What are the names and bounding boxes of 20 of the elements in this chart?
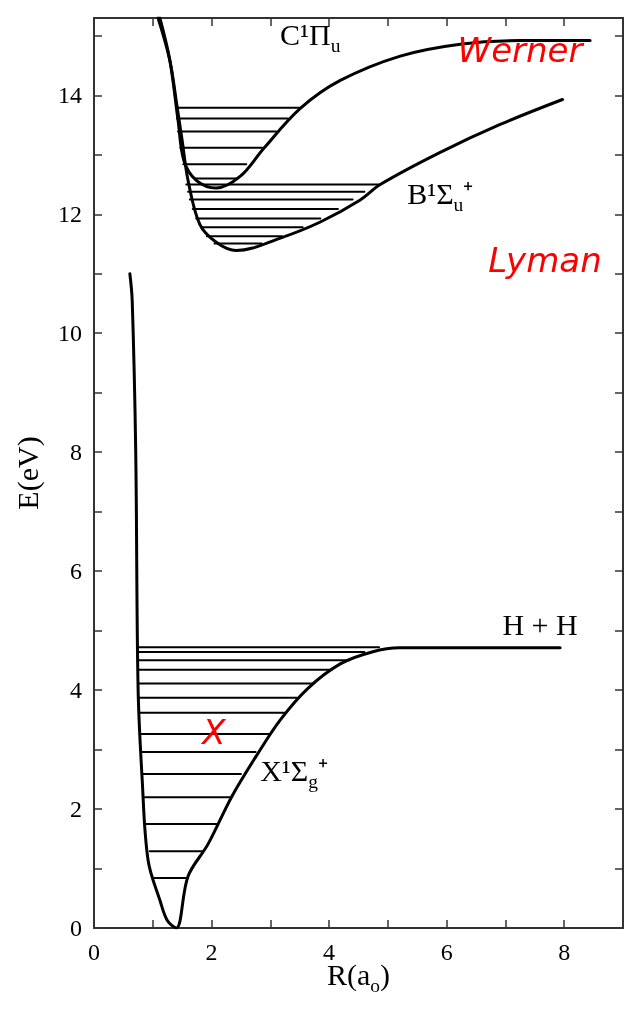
annotation: Lyman [488,240,602,280]
x-tick-label: 8 [558,939,571,965]
series-label: X¹Σ$_{g}$⁺ [260,754,329,793]
x-tick-label: 0 [88,939,100,965]
x-tick-label: 6 [440,939,453,965]
y-tick-label: 2 [70,796,82,823]
annotation: Werner [457,30,583,70]
y-axis-title: E(eV) [11,436,44,510]
y-tick-label: 8 [70,439,82,466]
x-tick-label: 2 [205,939,218,965]
annotation: H + H [502,608,578,641]
series-label: B¹Σ$_{u}$⁺ [407,176,474,215]
y-tick-label: 4 [70,677,82,704]
y-tick-label: 6 [70,558,82,585]
x-tick-label: 4 [323,939,336,965]
y-tick-label: 14 [58,82,82,109]
y-tick-label: 10 [58,320,82,347]
y-tick-label: 12 [58,201,82,228]
series-label: C¹Π$_{u}$ [280,18,341,57]
y-tick-label: 0 [70,915,82,941]
